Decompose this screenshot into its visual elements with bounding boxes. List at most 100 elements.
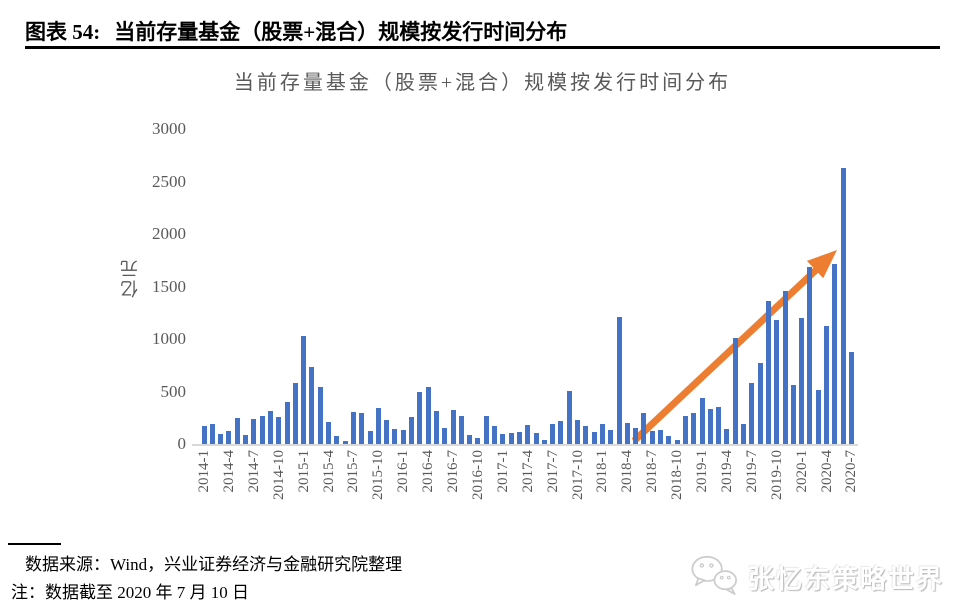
bar-2018-4 [624,422,630,444]
y-tick-label: 2000 [152,224,186,243]
x-tick-label: 2018-10 [669,450,686,500]
x-tick-label: 2016-10 [469,450,486,500]
figure-header-title: 当前存量基金（股票+混合）规模按发行时间分布 [114,20,568,44]
bar-2018-11 [682,415,688,444]
bar-2020-7 [848,351,854,444]
bar-2016-11 [483,415,489,444]
bar-2017-3 [516,431,522,444]
bar-2019-7 [749,382,755,444]
x-tick-label: 2017-1 [494,450,511,493]
bar-2015-10 [375,408,381,444]
x-tick-label: 2020-7 [843,450,860,493]
x-tick-label: 2019-7 [743,450,760,493]
bar-2017-9 [566,390,572,444]
bar-2018-6 [641,412,647,444]
bar-2015-11 [384,419,390,444]
figure-header: 图表 54: 当前存量基金（股票+混合）规模按发行时间分布 [25,16,940,46]
bar-2017-8 [558,421,564,444]
bar-2018-2 [608,429,614,444]
x-tick-label: 2020-4 [818,450,835,493]
data-cutoff-note: 注：数据截至 2020 年 7 月 10 日 [11,583,249,602]
x-axis-line [192,444,858,446]
bar-2019-2 [707,409,713,444]
bar-2016-12 [492,425,497,444]
bar-2015-9 [367,430,373,444]
bar-2017-1 [500,434,506,444]
x-tick-label: 2018-7 [644,450,661,493]
y-tick-label: 3000 [152,119,186,138]
header-divider [25,46,940,49]
bar-2018-12 [691,413,697,444]
bar-2019-9 [765,301,771,444]
x-tick-label: 2016-1 [395,450,412,493]
bar-2014-5 [234,418,240,444]
bar-2017-7 [550,423,556,444]
x-tick-label: 2014-10 [270,450,287,500]
bar-2014-8 [259,415,265,444]
bar-2014-1 [201,425,207,444]
bar-2016-7 [450,409,456,444]
bar-2017-6 [541,439,547,444]
x-tick-label: 2015-7 [345,450,362,493]
bar-2015-7 [350,412,356,444]
bar-2017-4 [525,425,531,444]
x-tick-label: 2014-7 [245,450,262,493]
bar-2018-10 [674,440,680,444]
x-tick-label: 2019-1 [694,450,710,493]
bar-2016-3 [417,391,423,444]
bar-2019-1 [699,398,705,444]
bar-2014-12 [292,383,298,444]
y-tick-label: 1000 [152,329,186,348]
bar-2015-1 [301,335,307,444]
bar-2019-5 [732,337,738,444]
bar-2014-10 [276,416,282,444]
figure-number: 图表 54: [25,20,101,44]
x-tick-label: 2018-1 [594,450,611,493]
bar-2018-5 [633,427,639,444]
bar-2020-1 [799,318,805,444]
x-tick-label: 2017-10 [569,450,586,500]
bar-2018-9 [666,435,672,444]
bar-2015-6 [342,440,348,444]
watermark: 张忆东策略世界 [688,552,944,603]
bar-2014-3 [218,434,224,444]
bar-2014-11 [284,402,290,444]
x-tick-label: 2016-4 [420,450,437,493]
x-tick-label: 2016-7 [445,450,461,493]
bar-2019-12 [790,384,796,444]
bar-2020-4 [824,326,829,444]
bar-2018-7 [649,431,655,444]
bar-2020-6 [840,167,846,444]
bar-2016-9 [467,435,473,444]
y-tick-label: 1500 [152,276,186,296]
bar-2019-6 [741,423,746,444]
data-source-note: 数据来源：Wind，兴业证券经济与金融研究院整理 [25,555,403,574]
bar-2017-10 [575,420,580,444]
x-tick-label: 2015-1 [295,450,312,493]
x-tick-label: 2019-10 [768,450,785,500]
bar-2020-2 [807,266,813,444]
bar-2014-4 [226,431,232,444]
bar-2016-2 [409,416,414,444]
bar-2016-10 [475,437,481,444]
bar-2019-4 [724,428,730,444]
bar-2016-8 [458,415,464,444]
bar-2015-8 [359,413,365,444]
x-tick-label: 2018-4 [619,450,636,493]
bar-2018-1 [599,424,605,444]
bar-2019-8 [757,362,763,444]
wechat-icon [688,552,740,603]
bar-2017-11 [583,426,589,444]
bar-2014-9 [267,410,273,444]
bar-2017-12 [591,432,597,444]
bar-2017-5 [533,433,539,444]
bar-2019-10 [774,319,780,444]
bar-2015-4 [326,422,331,444]
x-tick-label: 2019-4 [718,450,735,493]
bar-2016-4 [425,386,431,444]
bar-2019-11 [782,291,788,444]
bar-2016-6 [442,427,448,444]
bar-2018-3 [616,316,622,444]
bar-2020-3 [815,390,821,444]
